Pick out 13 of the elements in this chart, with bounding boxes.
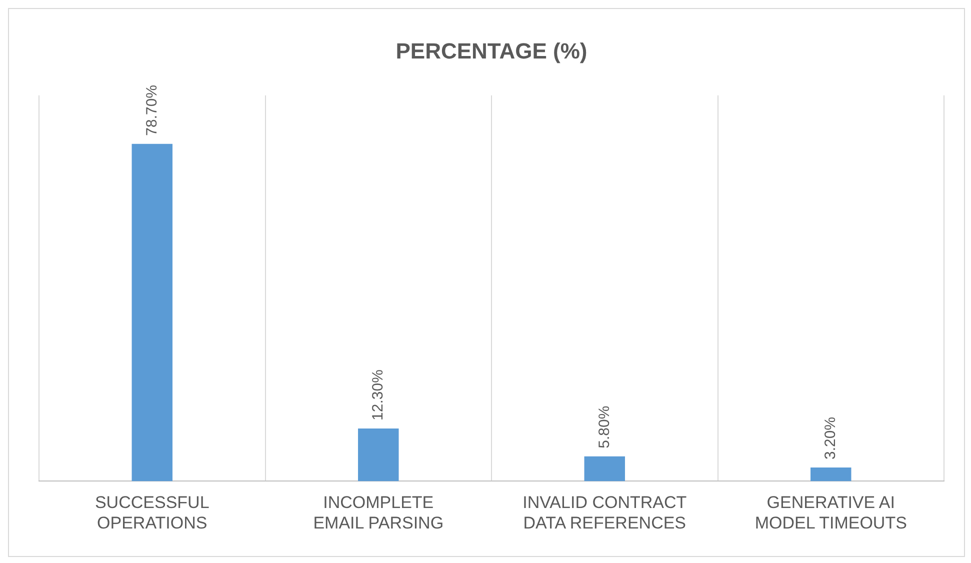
data-label: 3.20% <box>822 416 840 460</box>
bar <box>810 467 852 482</box>
chart-title: PERCENTAGE (%) <box>396 38 588 64</box>
data-label: 78.70% <box>143 84 160 136</box>
x-tick-label: GENERATIVE AI MODEL TIMEOUTS <box>754 493 907 532</box>
bar <box>132 144 172 482</box>
data-label: 5.80% <box>596 406 613 448</box>
bar <box>358 428 399 482</box>
data-label: 12.30% <box>370 370 387 420</box>
x-tick-label: SUCCESSFUL OPERATIONS <box>94 493 210 532</box>
bar <box>584 456 625 482</box>
x-tick-label: INCOMPLETE EMAIL PARSING <box>313 493 444 532</box>
x-tick-label: INVALID CONTRACT DATA REFERENCES <box>522 493 687 532</box>
